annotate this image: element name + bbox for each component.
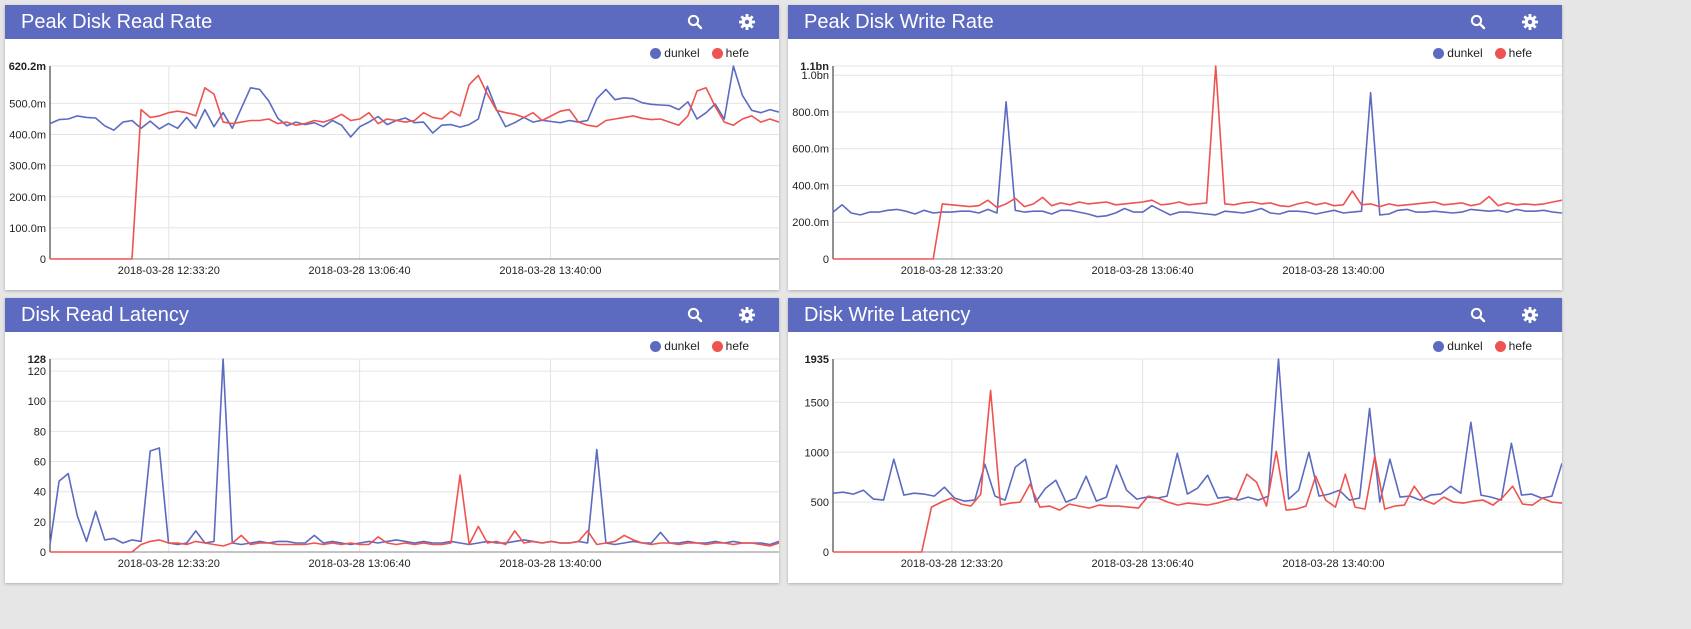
y-tick-label: 1500 (805, 397, 829, 409)
series-line-hefe (833, 389, 1562, 553)
y-tick-label: 0 (823, 254, 829, 266)
x-tick-label: 2018-03-28 12:33:20 (901, 558, 1003, 570)
chart-legend: dunkel hefe (638, 338, 749, 354)
chart-legend: dunkel hefe (1421, 338, 1532, 354)
chart-panel: Disk Read Latency dunkel hefe 0 20 40 60 80 100 1… (5, 298, 779, 583)
legend-item[interactable]: dunkel (650, 339, 700, 353)
chart-legend: dunkel hefe (1421, 45, 1532, 61)
panel-title: Peak Disk Write Rate (804, 11, 994, 33)
gear-icon[interactable] (735, 303, 759, 327)
series-line-hefe (50, 474, 779, 553)
line-chart: 0 500 1000 1500 1935 2018-03-28 12:33:20 2018-… (805, 354, 1562, 570)
search-icon[interactable] (683, 10, 707, 34)
legend-item[interactable]: hefe (1494, 339, 1532, 353)
legend-dot (1494, 47, 1506, 59)
chart-panel: Disk Write Latency dunkel hefe 0 500 1000 1500… (788, 298, 1562, 583)
y-max-label: 1935 (805, 354, 829, 366)
x-tick-label: 2018-03-28 13:06:40 (1092, 558, 1194, 570)
series-line-dunkel (832, 358, 1562, 503)
y-tick-label: 40 (34, 487, 46, 499)
x-tick-label: 2018-03-28 12:33:20 (118, 558, 220, 570)
y-tick-label: 1000 (805, 447, 829, 459)
y-tick-label: 0 (40, 547, 46, 559)
y-tick-label: 20 (34, 517, 46, 529)
line-chart: 0 100.0m 200.0m 300.0m 400.0m 500.0m 620.2m 201… (9, 61, 779, 277)
legend-dot (711, 340, 723, 352)
y-tick-label: 100.0m (9, 223, 46, 235)
search-icon[interactable] (1466, 303, 1490, 327)
panel-header: Disk Write Latency (788, 298, 1562, 332)
series-line-dunkel (832, 91, 1562, 218)
x-tick-label: 2018-03-28 12:33:20 (118, 265, 220, 277)
legend-dot (650, 340, 662, 352)
chart-panel: Peak Disk Write Rate dunkel hefe 0 200.0m 400… (788, 5, 1562, 290)
legend-item[interactable]: hefe (711, 339, 749, 353)
x-tick-label: 2018-03-28 12:33:20 (901, 265, 1003, 277)
chart-panel: Peak Disk Read Rate dunkel hefe 0 100.0m 200.… (5, 5, 779, 290)
gear-icon[interactable] (1518, 10, 1542, 34)
search-icon[interactable] (683, 303, 707, 327)
y-tick-label: 300.0m (9, 161, 46, 173)
y-tick-label: 120 (28, 366, 46, 378)
series-line-dunkel (49, 358, 779, 546)
y-tick-label: 1.0bn (801, 70, 829, 82)
legend-item[interactable]: dunkel (1433, 339, 1483, 353)
legend-label: hefe (725, 46, 749, 60)
y-tick-label: 0 (823, 547, 829, 559)
x-tick-label: 2018-03-28 13:06:40 (1092, 265, 1194, 277)
y-tick-label: 200.0m (792, 217, 829, 229)
panel-title: Peak Disk Read Rate (21, 11, 213, 33)
y-max-label: 620.2m (9, 61, 47, 73)
legend-label: hefe (1508, 46, 1532, 60)
chart-legend: dunkel hefe (638, 45, 749, 61)
legend-label: hefe (1508, 339, 1532, 353)
legend-dot (1433, 340, 1445, 352)
legend-dot (1433, 47, 1445, 59)
x-tick-label: 2018-03-28 13:40:00 (1282, 558, 1384, 570)
legend-dot (1494, 340, 1506, 352)
y-tick-label: 400.0m (792, 180, 829, 192)
search-icon[interactable] (1466, 10, 1490, 34)
y-tick-label: 500 (811, 497, 829, 509)
panel-title: Disk Read Latency (21, 304, 189, 326)
series-line-dunkel (49, 65, 779, 138)
legend-item[interactable]: hefe (711, 46, 749, 60)
y-tick-label: 100 (28, 396, 46, 408)
panel-title: Disk Write Latency (804, 304, 971, 326)
y-tick-label: 500.0m (9, 98, 46, 110)
legend-dot (711, 47, 723, 59)
y-tick-label: 0 (40, 254, 46, 266)
x-tick-label: 2018-03-28 13:06:40 (309, 558, 411, 570)
legend-dot (650, 47, 662, 59)
y-max-label: 1.1bn (800, 61, 829, 73)
y-tick-label: 400.0m (9, 130, 46, 142)
panel-header: Disk Read Latency (5, 298, 779, 332)
gear-icon[interactable] (735, 10, 759, 34)
panel-header: Peak Disk Write Rate (788, 5, 1562, 39)
y-tick-label: 60 (34, 457, 46, 469)
legend-label: dunkel (664, 339, 700, 353)
y-tick-label: 600.0m (792, 144, 829, 156)
y-tick-label: 80 (34, 426, 46, 438)
legend-label: dunkel (1447, 339, 1483, 353)
legend-label: dunkel (664, 46, 700, 60)
legend-item[interactable]: hefe (1494, 46, 1532, 60)
y-tick-label: 200.0m (9, 192, 46, 204)
series-line-hefe (833, 65, 1562, 260)
legend-label: dunkel (1447, 46, 1483, 60)
y-max-label: 128 (28, 354, 46, 366)
legend-label: hefe (725, 339, 749, 353)
x-tick-label: 2018-03-28 13:06:40 (309, 265, 411, 277)
panel-header: Peak Disk Read Rate (5, 5, 779, 39)
series-line-hefe (50, 74, 779, 260)
gear-icon[interactable] (1518, 303, 1542, 327)
legend-item[interactable]: dunkel (1433, 46, 1483, 60)
x-tick-label: 2018-03-28 13:40:00 (499, 558, 601, 570)
x-tick-label: 2018-03-28 13:40:00 (499, 265, 601, 277)
legend-item[interactable]: dunkel (650, 46, 700, 60)
x-tick-label: 2018-03-28 13:40:00 (1282, 265, 1384, 277)
y-tick-label: 800.0m (792, 107, 829, 119)
